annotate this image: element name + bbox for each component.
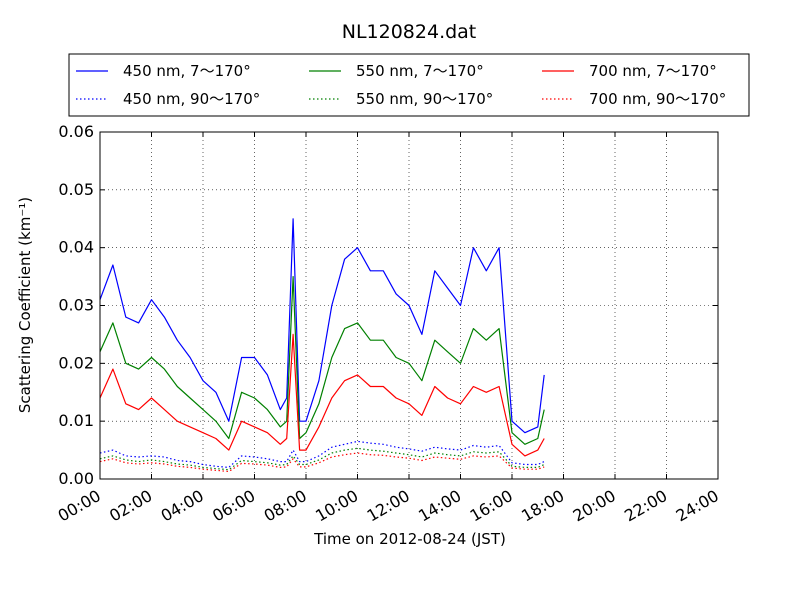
x-tick-label: 18:00 xyxy=(518,486,567,526)
y-tick-label: 0.03 xyxy=(58,296,94,315)
x-tick-label: 20:00 xyxy=(570,486,619,526)
series-line-3 xyxy=(99,447,545,471)
series-line-1 xyxy=(99,440,545,468)
legend: 450 nm, 7～170° 550 nm, 7～170° 700 nm, 7～17… xyxy=(68,53,750,117)
y-tick-label: 0.04 xyxy=(58,238,94,257)
chart-title: NL120824.dat xyxy=(342,21,477,43)
y-tick-label: 0.06 xyxy=(58,122,94,141)
y-tick-label: 0.05 xyxy=(58,180,94,199)
series-layer xyxy=(99,218,545,473)
x-tick-label: 02:00 xyxy=(106,486,155,526)
legend-label-2: 550 nm, 7～170° xyxy=(356,62,484,80)
legend-label-1: 450 nm, 90～170° xyxy=(123,90,260,108)
legend-label-0: 450 nm, 7～170° xyxy=(123,62,251,80)
y-tick-label: 0.02 xyxy=(58,353,94,372)
y-tick-label: 0.00 xyxy=(58,469,94,488)
x-tick-label: 16:00 xyxy=(467,486,516,526)
x-tick-label: 04:00 xyxy=(158,486,207,526)
y-axis-title: Scattering Coefficient (km⁻¹) xyxy=(16,197,34,413)
x-tick-label: 08:00 xyxy=(261,486,310,526)
y-tick-labels: 0.00 0.01 0.02 0.03 0.04 0.05 0.06 xyxy=(58,122,94,488)
x-tick-labels: 00:00 02:00 04:00 06:00 08:00 10:00 12:00 14:00… xyxy=(55,486,722,526)
legend-label-5: 700 nm, 90～170° xyxy=(589,90,726,108)
x-tick-label: 10:00 xyxy=(312,486,361,526)
x-tick-label: 06:00 xyxy=(209,486,258,526)
x-tick-label: 22:00 xyxy=(621,486,670,526)
ticks xyxy=(99,131,719,480)
series-line-5 xyxy=(99,452,545,473)
legend-label-3: 550 nm, 90～170° xyxy=(356,90,493,108)
y-tick-label: 0.01 xyxy=(58,411,94,430)
x-tick-label: 12:00 xyxy=(364,486,413,526)
legend-frame xyxy=(68,53,750,117)
series-line-4 xyxy=(99,333,545,457)
series-line-0 xyxy=(99,218,545,434)
x-axis-title: Time on 2012-08-24 (JST) xyxy=(313,530,506,548)
legend-label-4: 700 nm, 7～170° xyxy=(589,62,717,80)
x-tick-label: 00:00 xyxy=(55,486,104,526)
x-tick-label: 24:00 xyxy=(673,486,722,526)
series-line-2 xyxy=(99,276,545,445)
x-tick-label: 14:00 xyxy=(415,486,464,526)
